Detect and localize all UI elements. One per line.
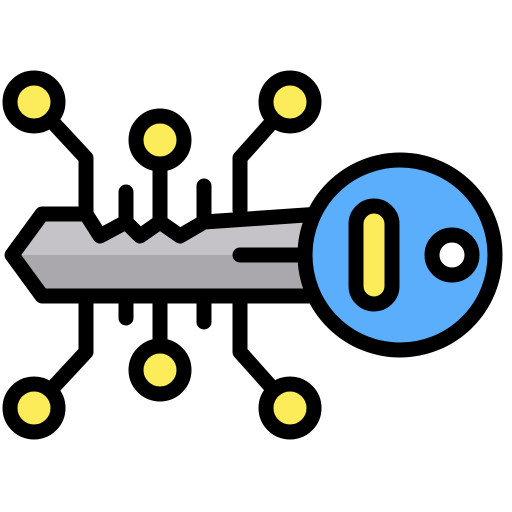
node-top-right bbox=[258, 70, 322, 134]
blade-shadow bbox=[12, 255, 320, 296]
circuit-nodes bbox=[2, 70, 322, 440]
node-top-center bbox=[128, 108, 192, 172]
head-body bbox=[305, 160, 495, 350]
head-outline bbox=[297, 152, 503, 358]
key-head bbox=[297, 152, 503, 358]
key-blade bbox=[4, 206, 328, 304]
head-slot bbox=[348, 198, 400, 312]
node-bottom-center bbox=[128, 338, 192, 402]
blade-outline bbox=[4, 206, 328, 304]
node-bottom-right bbox=[258, 376, 322, 440]
node-bottom-left bbox=[2, 376, 66, 440]
head-hole bbox=[424, 227, 480, 283]
node-top-left bbox=[2, 70, 66, 134]
